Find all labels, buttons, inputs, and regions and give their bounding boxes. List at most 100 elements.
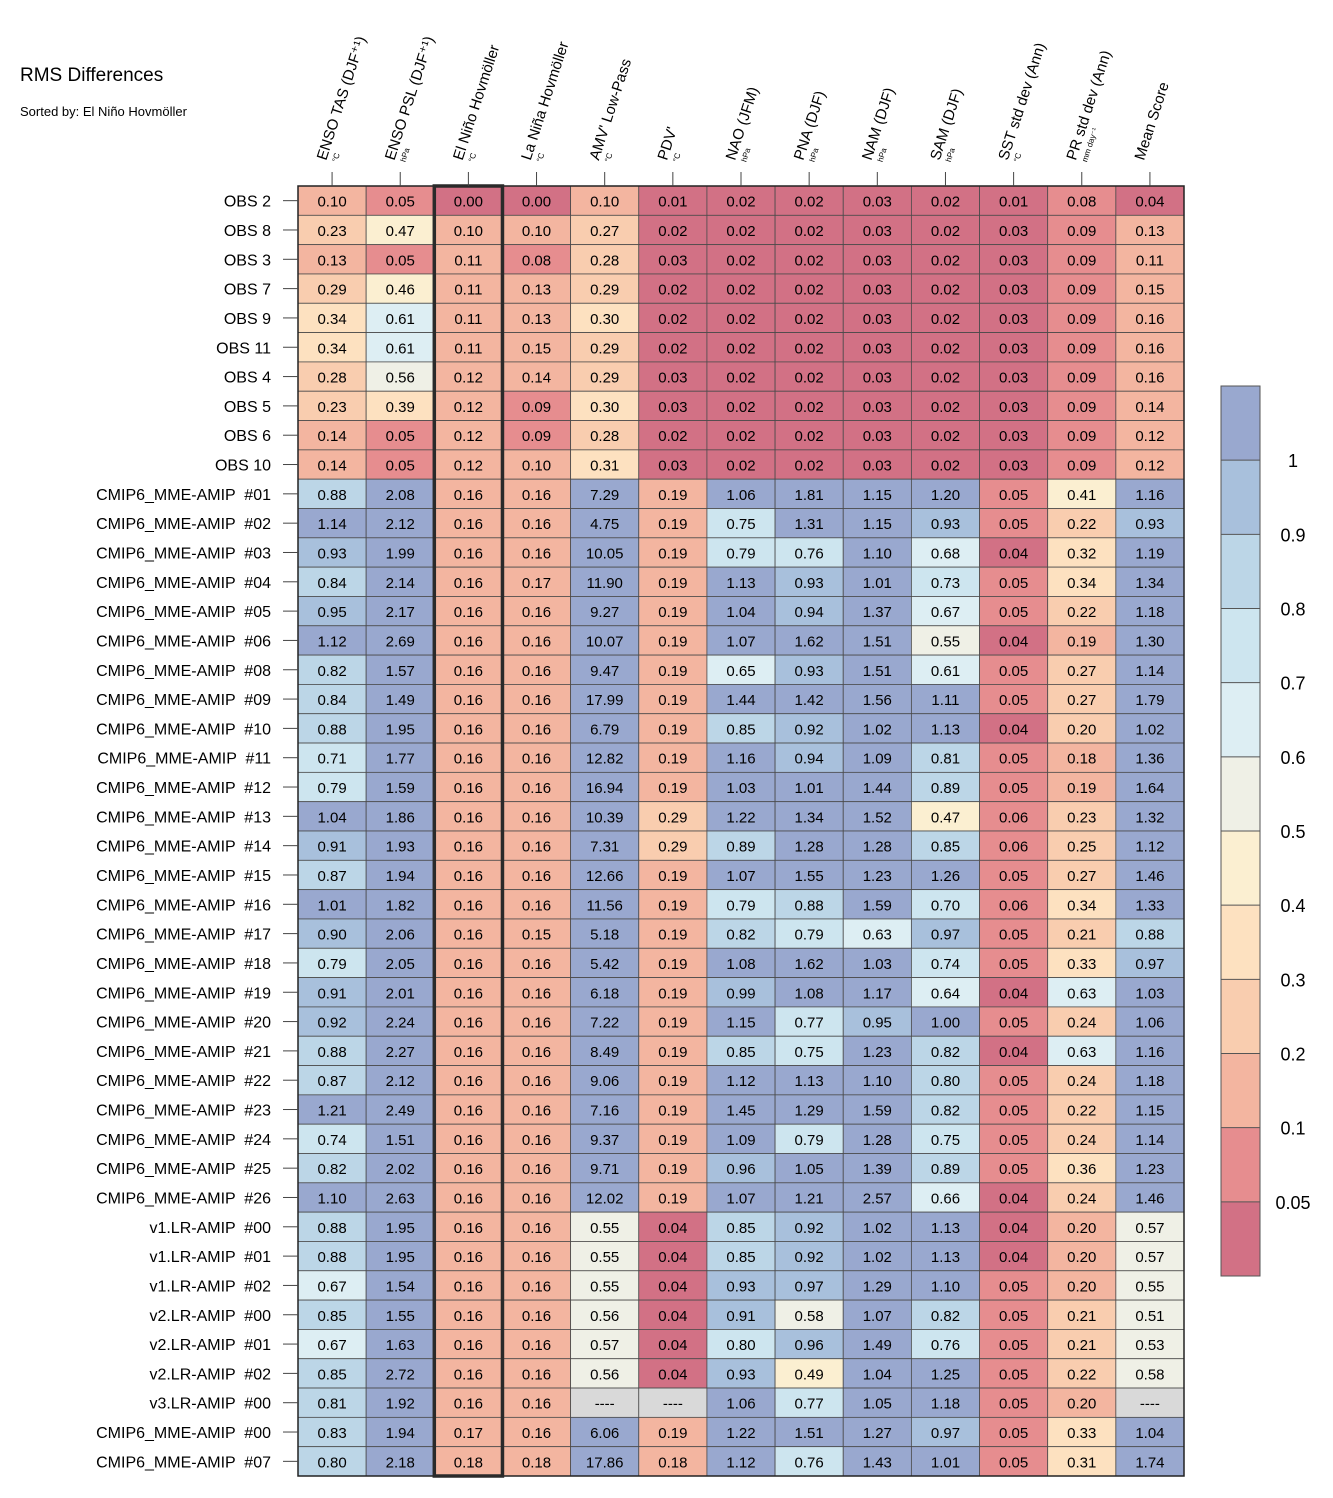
cell-value: 0.73 [931, 575, 960, 592]
cell-value: 1.15 [863, 516, 892, 533]
cell-value: 1.07 [726, 633, 755, 650]
cell-value: 0.03 [658, 399, 687, 416]
cell-value: 0.81 [931, 751, 960, 768]
heatmap-cell [297, 596, 367, 627]
heatmap-cell [1047, 1123, 1117, 1154]
heatmap-cell [297, 449, 367, 480]
heatmap-cell [297, 478, 367, 509]
heatmap-cell [979, 830, 1049, 861]
cell-value: 0.16 [522, 1366, 551, 1383]
cell-value: 0.15 [522, 340, 551, 357]
heatmap-cell [365, 1416, 435, 1448]
cell-value: 0.16 [454, 1337, 483, 1354]
cell-value: 1.34 [795, 809, 824, 826]
heatmap-cell [842, 390, 912, 421]
heatmap-cell [774, 478, 844, 509]
heatmap-cell [433, 1299, 503, 1330]
heatmap-cell [910, 1182, 980, 1213]
heatmap-cell [433, 449, 503, 480]
cell-value: 0.24 [1067, 1190, 1096, 1207]
cell-value: 1.21 [795, 1190, 824, 1207]
heatmap-cell [774, 390, 844, 421]
cell-value: 0.16 [454, 780, 483, 797]
cell-value: 0.19 [658, 633, 687, 650]
row-label: OBS 8 [224, 223, 271, 240]
heatmap-cell [433, 830, 503, 861]
heatmap-cell [842, 332, 912, 363]
cell-value: 0.16 [454, 1220, 483, 1237]
cell-value: 2.57 [863, 1190, 892, 1207]
cell-value: 0.68 [931, 545, 960, 562]
heatmap-cell [502, 302, 572, 333]
cell-value: 0.16 [1135, 311, 1164, 328]
row-label: CMIP6_MME-AMIP #25 [96, 1161, 271, 1178]
heatmap-cell [979, 596, 1049, 627]
cell-value: 0.96 [795, 1337, 824, 1354]
cell-value: 0.00 [522, 194, 551, 211]
heatmap-cell [706, 390, 776, 421]
cell-value: 8.49 [590, 1044, 619, 1061]
heatmap-cell [297, 1035, 367, 1066]
cell-value: 1.08 [726, 956, 755, 973]
heatmap-cell [638, 1123, 708, 1154]
cell-value: 0.28 [590, 428, 619, 445]
cell-value: 2.63 [386, 1190, 415, 1207]
colorbar-bin [1221, 756, 1260, 831]
cell-value: 1.13 [726, 575, 755, 592]
cell-value: 0.05 [999, 1308, 1028, 1325]
heatmap-cell [706, 1270, 776, 1301]
heatmap-cell [433, 244, 503, 275]
cell-value: 1.32 [1135, 809, 1164, 826]
cell-value: 0.16 [454, 1190, 483, 1207]
heatmap-cell [1115, 654, 1185, 685]
heatmap-cell [365, 449, 435, 480]
heatmap-cell [638, 1065, 708, 1096]
heatmap-cell [1047, 273, 1117, 304]
cell-value: 0.88 [317, 721, 346, 738]
row-label: OBS 9 [224, 311, 271, 328]
heatmap-cell [1047, 1358, 1117, 1389]
cell-value: 7.22 [590, 1015, 619, 1032]
cell-value: 0.15 [522, 927, 551, 944]
heatmap-cell [638, 1182, 708, 1213]
cell-value: 0.16 [522, 809, 551, 826]
cell-value: 0.16 [522, 985, 551, 1002]
cell-value: 1.18 [1135, 1073, 1164, 1090]
cell-value: 0.16 [1135, 370, 1164, 387]
heatmap-cell [1115, 1446, 1185, 1477]
heatmap-cell [842, 273, 912, 304]
heatmap-cell [842, 1065, 912, 1096]
heatmap-cell [1115, 713, 1185, 744]
cell-value: 0.04 [999, 1249, 1028, 1266]
row-label: CMIP6_MME-AMIP #07 [96, 1454, 271, 1471]
cell-value: 0.03 [863, 311, 892, 328]
cell-value: 0.57 [1135, 1249, 1164, 1266]
cell-value: 2.14 [386, 575, 415, 592]
cell-value: 1.23 [1135, 1161, 1164, 1178]
heatmap-cell [979, 1416, 1049, 1448]
heatmap-cell [1115, 1299, 1185, 1330]
heatmap-cell [706, 449, 776, 480]
heatmap-cell [842, 361, 912, 392]
heatmap-cell [979, 1329, 1049, 1360]
cell-value: 0.41 [1067, 487, 1096, 504]
heatmap-cell [979, 713, 1049, 744]
cell-value: 0.74 [317, 1132, 346, 1149]
heatmap-cell [774, 273, 844, 304]
cell-value: 0.03 [999, 458, 1028, 475]
cell-value: 1.22 [726, 809, 755, 826]
cell-value: 0.16 [454, 868, 483, 885]
cell-value: 12.02 [586, 1190, 624, 1207]
cell-value: 0.14 [317, 428, 346, 445]
cell-value: 0.02 [658, 282, 687, 299]
cell-value: 1.49 [386, 692, 415, 709]
heatmap-cell [706, 947, 776, 978]
cell-value: 1.74 [1135, 1454, 1164, 1471]
heatmap-cell [297, 537, 367, 568]
heatmap-cell [638, 390, 708, 421]
cell-value: 0.03 [999, 282, 1028, 299]
heatmap-cell [502, 1006, 572, 1037]
heatmap-cell [979, 1065, 1049, 1096]
cell-value: 0.93 [931, 516, 960, 533]
heatmap-cell [570, 801, 640, 832]
